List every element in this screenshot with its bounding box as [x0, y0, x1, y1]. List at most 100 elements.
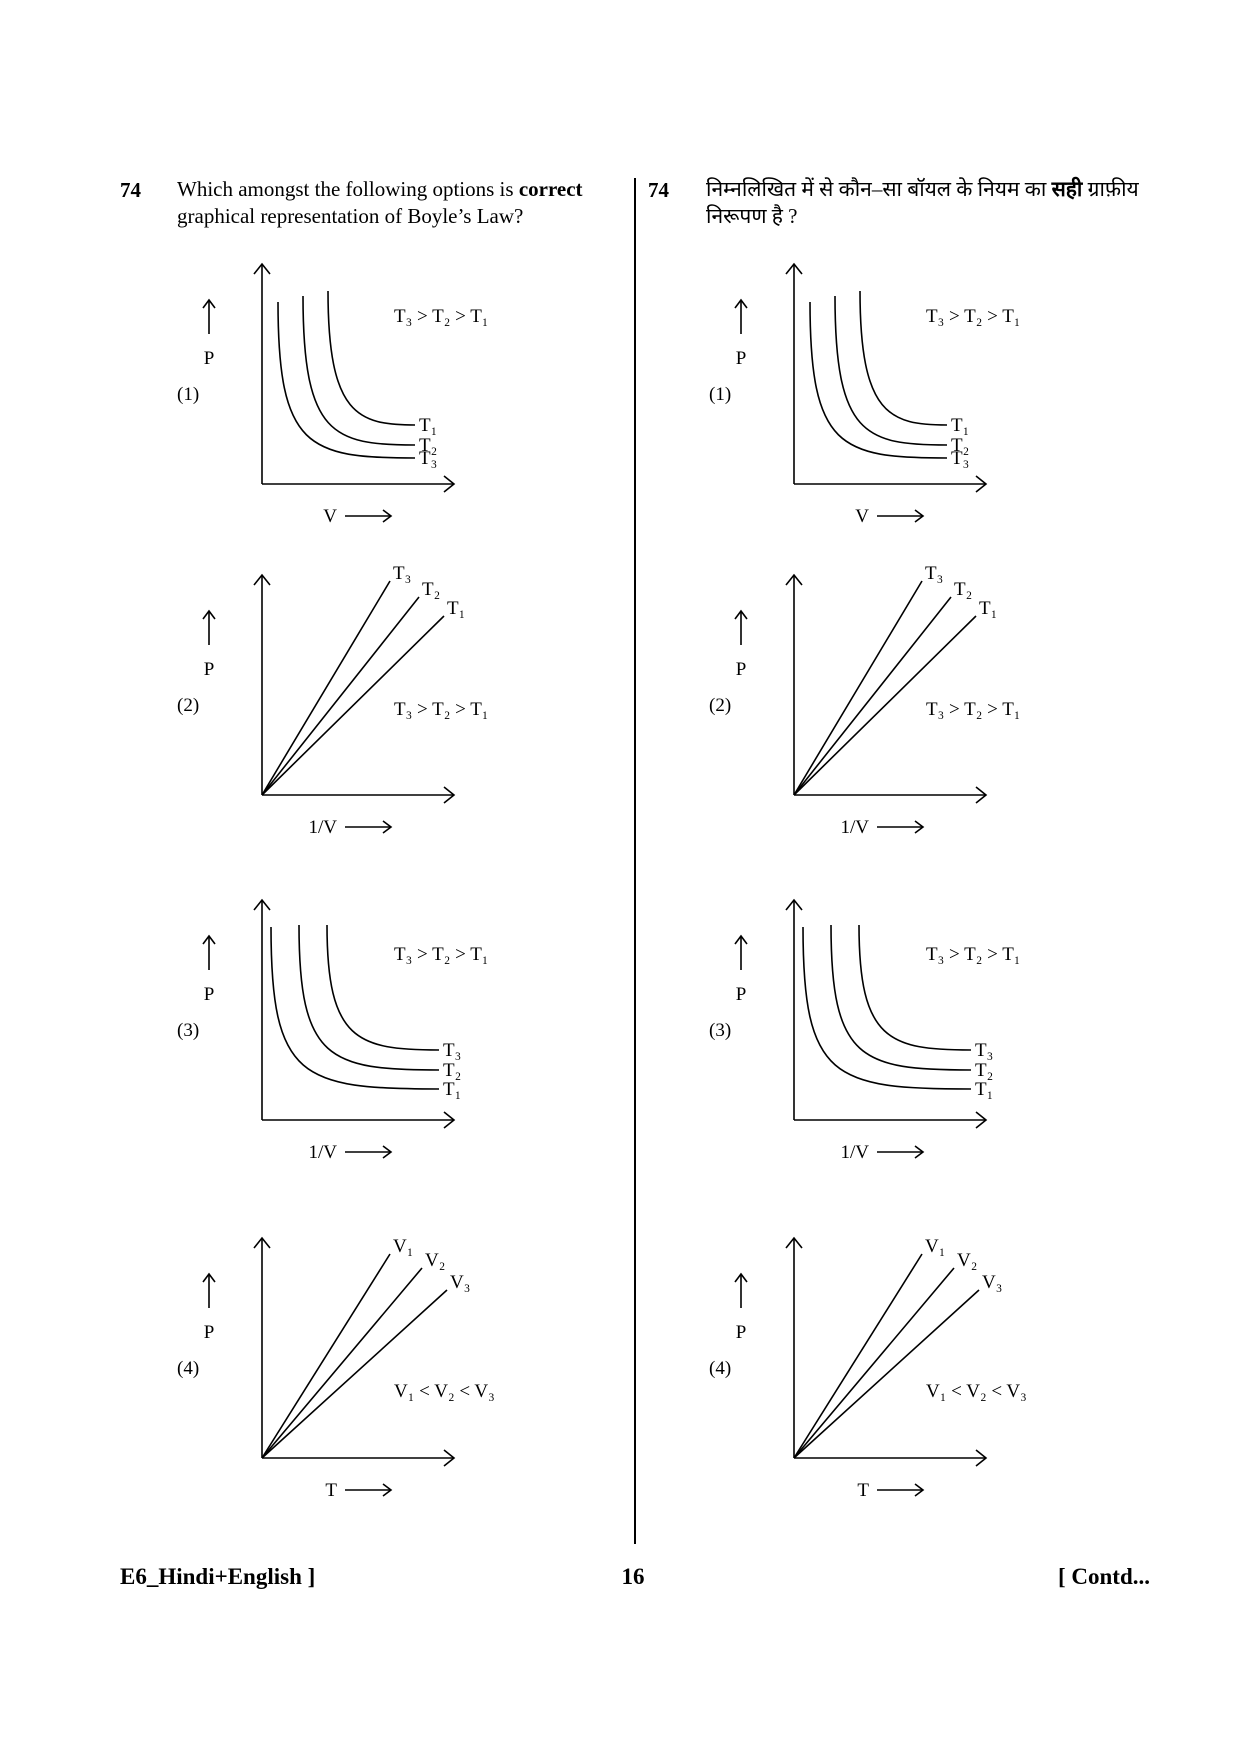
- arrow-head: [253, 573, 271, 586]
- curve-label: T₁: [447, 598, 465, 619]
- curve-label: T₁: [979, 598, 997, 619]
- curve-label: V₂: [957, 1250, 977, 1271]
- curve-label: T₂: [443, 1060, 461, 1081]
- x-axis-label: 1/V: [309, 1142, 338, 1163]
- y-axis-label: P: [736, 348, 747, 369]
- arrow-head: [202, 298, 216, 309]
- curve-label: T₁: [951, 415, 969, 436]
- x-axis-label: 1/V: [841, 1142, 870, 1163]
- arrow-head: [914, 509, 925, 523]
- emphasis: correct: [518, 177, 583, 201]
- curve: [261, 1289, 448, 1459]
- curve-label: V₃: [450, 1272, 470, 1293]
- curve: [809, 301, 948, 459]
- curve: [261, 1267, 423, 1459]
- text: Which amongst the following options is: [177, 177, 519, 201]
- curve-label: T₃: [975, 1040, 993, 1061]
- option-label: (4): [177, 1358, 199, 1379]
- option-label: (3): [177, 1020, 199, 1041]
- graph: (2)P 1/V T₃ > T₂ > T₁ T₃ T₂ T₁: [709, 563, 1020, 838]
- arrow-head: [785, 262, 803, 275]
- option-label: (2): [709, 695, 731, 716]
- question-text: Which amongst the following options is c…: [177, 176, 625, 230]
- condition: T₃ > T₂ > T₁: [926, 944, 1020, 965]
- option-label: (1): [177, 384, 199, 405]
- footer-code: E6_Hindi+English ]: [120, 1564, 316, 1589]
- curve-label: T₁: [419, 415, 437, 436]
- condition: V₁ < V₂ < V₃: [926, 1381, 1027, 1402]
- curve-label: T₃: [951, 448, 969, 469]
- curve: [270, 926, 440, 1090]
- curve-label: V₁: [925, 1236, 945, 1257]
- arrow-head: [734, 298, 748, 309]
- arrow-head: [253, 898, 271, 911]
- arrow-head: [253, 262, 271, 275]
- y-axis-label: P: [204, 984, 215, 1005]
- arrow-head: [382, 1145, 393, 1159]
- x-axis-label: T: [325, 1480, 337, 1501]
- option-label: (2): [177, 695, 199, 716]
- curve: [793, 615, 977, 796]
- y-axis-label: P: [736, 984, 747, 1005]
- arrow-head: [443, 475, 456, 493]
- curve-label: T₂: [975, 1060, 993, 1081]
- curve: [327, 290, 416, 426]
- option-label: (3): [709, 1020, 731, 1041]
- arrow-head: [785, 898, 803, 911]
- curve: [802, 926, 972, 1090]
- graph: (2)P 1/V T₃ > T₂ > T₁ T₃ T₂ T₁: [177, 563, 488, 838]
- x-axis-label: T: [857, 1480, 869, 1501]
- condition: T₃ > T₂ > T₁: [394, 944, 488, 965]
- page-number: 16: [621, 1564, 645, 1589]
- curve-label: V₃: [982, 1272, 1002, 1293]
- arrow-head: [202, 1272, 216, 1283]
- curve: [261, 596, 420, 796]
- arrow-head: [382, 820, 393, 834]
- curve-label: T₃: [443, 1040, 461, 1061]
- y-axis-label: P: [204, 659, 215, 680]
- curve: [261, 580, 391, 796]
- curve: [261, 615, 445, 796]
- curve: [793, 1267, 955, 1459]
- arrow-head: [975, 786, 988, 804]
- curve-label: T₂: [419, 435, 437, 456]
- curve: [298, 924, 440, 1071]
- arrow-head: [202, 609, 216, 620]
- arrow-head: [785, 573, 803, 586]
- column-divider: [634, 178, 636, 1544]
- y-axis-label: P: [204, 348, 215, 369]
- curve-label: T₃: [925, 563, 943, 584]
- arrow-head: [914, 1145, 925, 1159]
- arrow-head: [382, 1483, 393, 1497]
- text: ग्राफ़ीय निरूपण है ?: [706, 177, 1139, 228]
- curve: [858, 924, 972, 1051]
- text: graphical representation of Boyle’s Law?: [177, 204, 524, 228]
- arrow-head: [734, 1272, 748, 1283]
- curve-label: T₂: [422, 579, 440, 600]
- arrow-head: [202, 934, 216, 945]
- curve-label: V₁: [393, 1236, 413, 1257]
- arrow-head: [443, 786, 456, 804]
- curve-label: T₁: [443, 1079, 461, 1100]
- question-number: 74: [120, 178, 141, 202]
- arrow-head: [443, 1449, 456, 1467]
- x-axis-label: 1/V: [841, 817, 870, 838]
- arrow-head: [975, 475, 988, 493]
- curve-label: T₃: [393, 563, 411, 584]
- curve-label: T₁: [975, 1079, 993, 1100]
- y-axis-label: P: [736, 659, 747, 680]
- curve: [830, 924, 972, 1071]
- condition: T₃ > T₂ > T₁: [394, 699, 488, 720]
- footer-contd: [ Contd...: [1057, 1564, 1150, 1589]
- curve: [859, 290, 948, 426]
- arrow-head: [734, 934, 748, 945]
- option-label: (1): [709, 384, 731, 405]
- curve: [793, 1289, 980, 1459]
- arrow-head: [975, 1449, 988, 1467]
- emphasis: सही: [1051, 177, 1083, 201]
- y-axis-label: P: [736, 1322, 747, 1343]
